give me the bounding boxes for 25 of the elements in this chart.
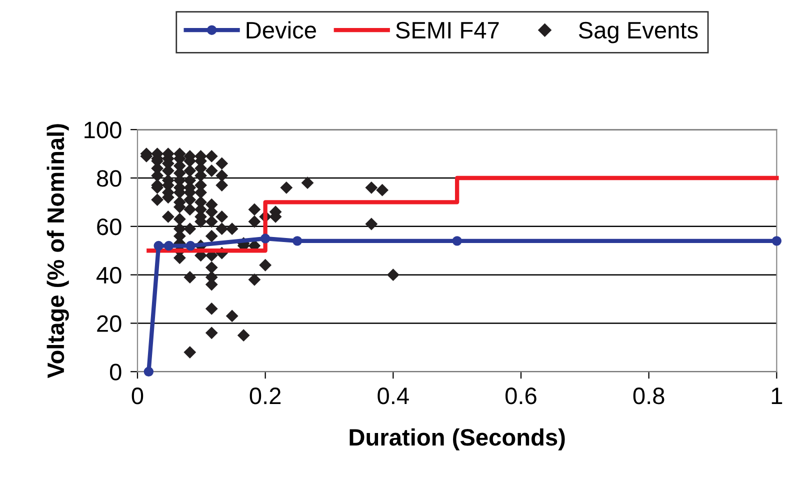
y-tick-label: 20 [97,315,122,332]
x-tick-label: 0.2 [250,388,281,404]
legend-label: Sag Events [578,22,698,44]
x-tick-label: 0 [132,388,144,404]
x-tick-label: 0.8 [633,388,664,404]
y-tick-label: 0 [110,364,122,380]
x-tick-label: 1 [772,388,782,404]
point [154,240,164,251]
x-axis-title: Duration (Seconds) [350,428,565,450]
y-tick-label: 60 [97,218,122,236]
x-tick-label: 0.6 [506,388,536,404]
point [260,234,270,244]
legend-label: SEMI F47 [396,22,499,39]
point [772,236,782,246]
legend-label: Device [246,21,316,39]
y-axis-title: Voltage (% of Nominal) [46,124,69,378]
point [292,236,302,246]
point [164,240,174,251]
y-tick-label: 80 [96,170,122,187]
x-tick-label: 0.4 [378,388,409,404]
y-tick-label: 40 [96,266,122,284]
point [186,240,196,251]
y-tick-label: 100 [84,122,122,138]
point [144,366,154,376]
point [452,236,462,246]
